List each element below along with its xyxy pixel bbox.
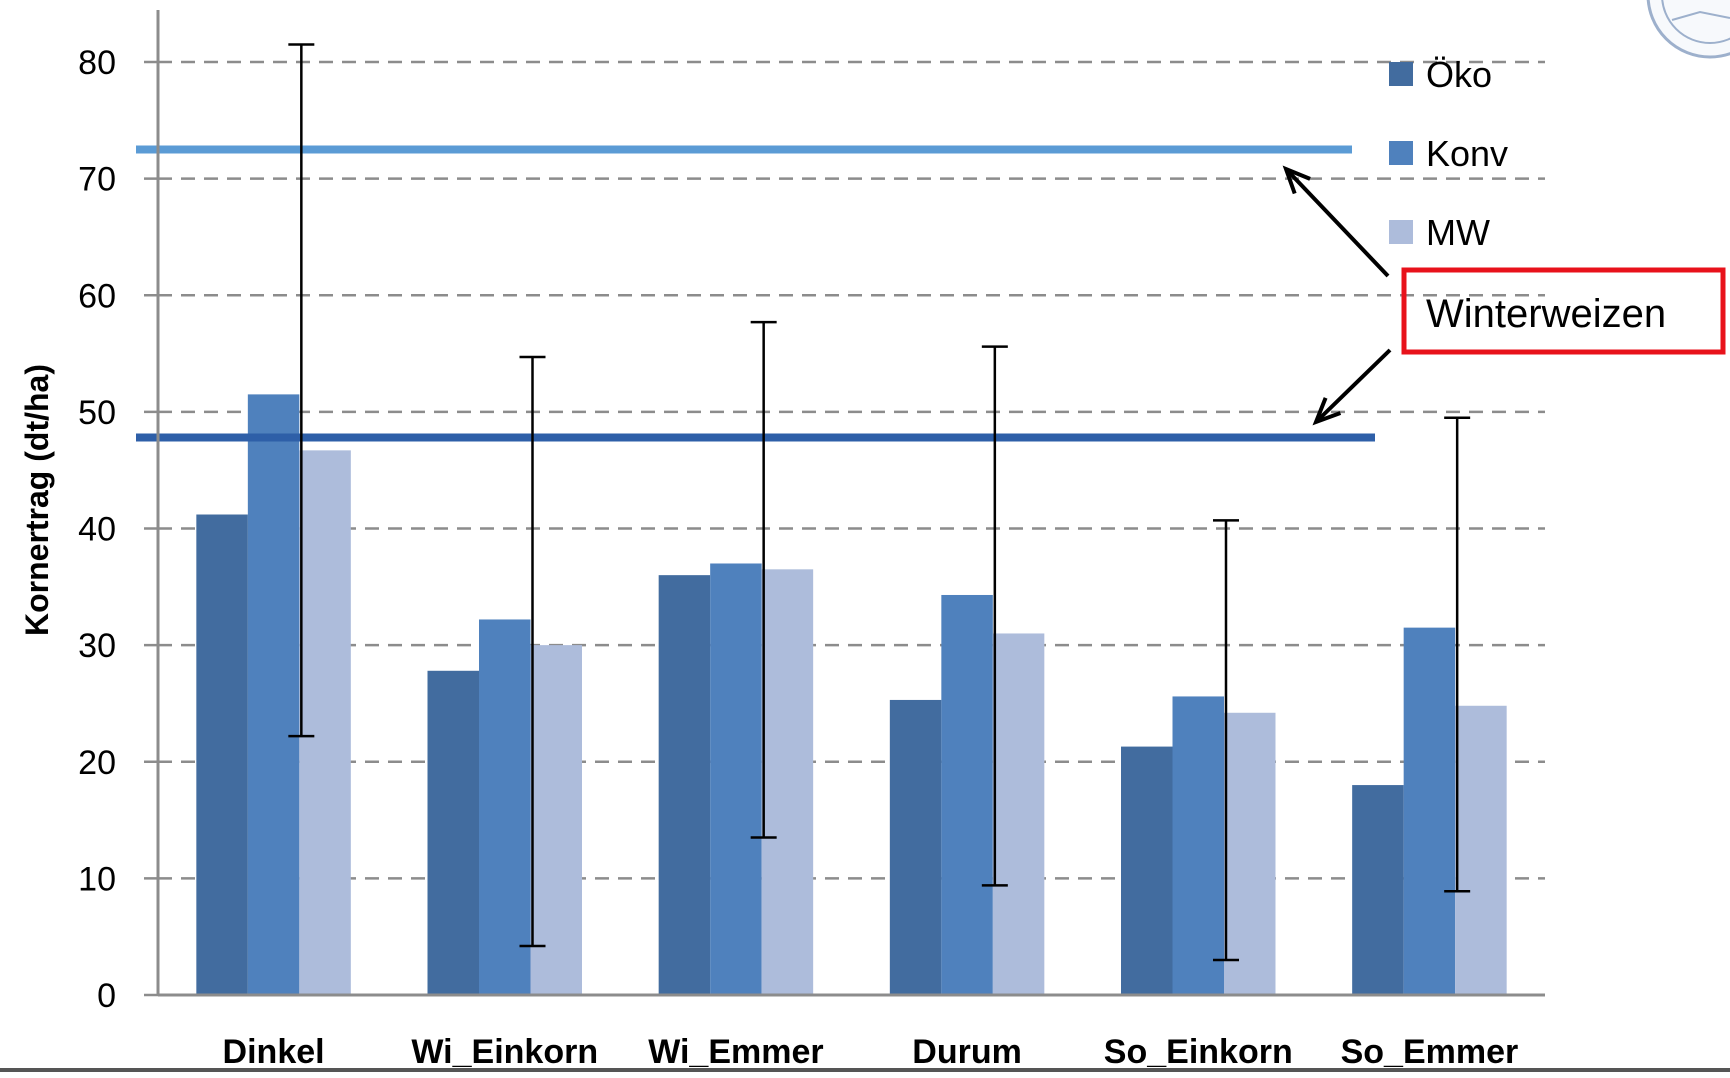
annotation-arrowhead xyxy=(1312,397,1342,426)
bar-konv xyxy=(247,394,300,996)
bar--ko xyxy=(658,575,711,995)
bar-konv xyxy=(710,563,762,995)
legend-label: Öko xyxy=(1426,54,1492,95)
annotation-arrow xyxy=(1314,348,1392,424)
bar--ko xyxy=(427,670,479,995)
x-category-label: Wi_Emmer xyxy=(648,1033,823,1071)
gridlines xyxy=(158,60,1545,880)
bar-konv xyxy=(1172,696,1224,995)
bar-konv xyxy=(1403,627,1456,995)
legend-swatch xyxy=(1389,141,1413,165)
axis-labels: 0 10 20 30 40 50 60 70 80 Dinkel Wi_Einkorn Wi_Emme… xyxy=(19,44,1518,1071)
bars xyxy=(196,394,1507,996)
x-category-label: So_Einkorn xyxy=(1104,1033,1293,1071)
legend: Öko Konv MW xyxy=(1389,54,1508,253)
y-tick-label: 70 xyxy=(78,161,116,199)
y-tick-label: 30 xyxy=(78,627,116,665)
annotation-box xyxy=(1401,267,1726,355)
x-category-label: Durum xyxy=(912,1033,1022,1071)
annotation: Winterweizen xyxy=(1282,165,1726,426)
annotation-arrowhead xyxy=(1282,165,1311,195)
bar-mw xyxy=(530,645,582,995)
y-tick-label: 80 xyxy=(78,44,116,82)
bar-mw xyxy=(992,633,1045,995)
legend-label: Konv xyxy=(1426,133,1508,174)
bar-mw xyxy=(1455,705,1507,995)
y-tick-label: 10 xyxy=(78,860,116,898)
bar-mw xyxy=(1224,712,1276,995)
bar--ko xyxy=(1352,785,1404,995)
bar--ko xyxy=(196,514,248,995)
bar-mw xyxy=(761,569,814,995)
bar-konv xyxy=(941,594,993,995)
y-tick-label: 0 xyxy=(97,977,116,1015)
y-tick-label: 40 xyxy=(78,511,116,549)
annotation-arrow xyxy=(1284,167,1390,278)
y-tick-label: 50 xyxy=(78,394,116,432)
bar--ko xyxy=(1121,746,1173,995)
x-category-label: Wi_Einkorn xyxy=(411,1033,598,1071)
legend-swatch xyxy=(1389,62,1413,86)
axes xyxy=(0,10,1730,1072)
bar--ko xyxy=(889,699,942,995)
y-axis-title: Kornertrag (dt/ha) xyxy=(19,364,55,636)
annotation-label: Winterweizen xyxy=(1426,292,1666,336)
legend-swatch xyxy=(1389,220,1413,244)
y-tick-label: 20 xyxy=(78,744,116,782)
error-bars xyxy=(288,43,1471,962)
logo-seal xyxy=(1646,0,1730,59)
x-category-label: Dinkel xyxy=(223,1033,325,1071)
legend-label: MW xyxy=(1426,212,1490,253)
x-category-label: So_Emmer xyxy=(1341,1033,1519,1071)
reference-lines xyxy=(136,145,1375,442)
bar-konv xyxy=(479,619,531,995)
bar-mw xyxy=(299,450,351,996)
y-tick-label: 60 xyxy=(78,277,116,315)
